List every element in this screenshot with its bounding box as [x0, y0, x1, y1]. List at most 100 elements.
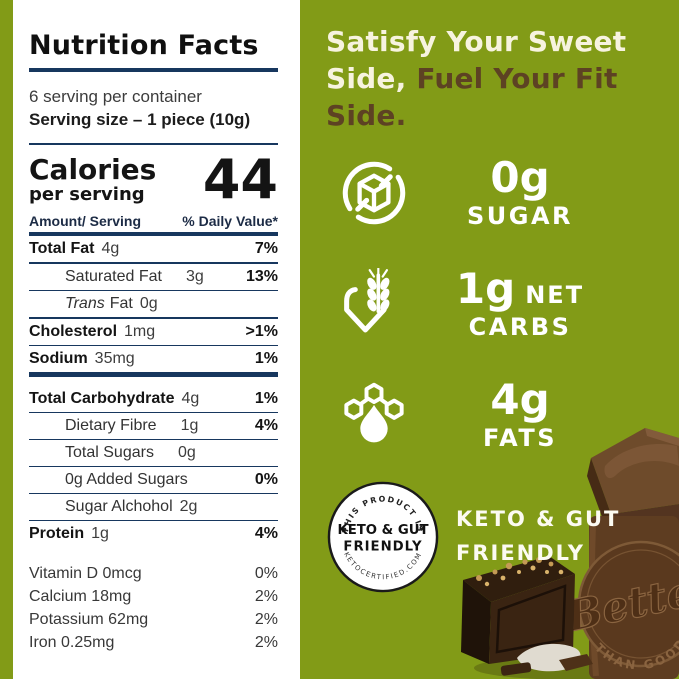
feature-text: 0g SUGAR	[440, 156, 600, 230]
chocolate-photo: Better THAN GOOD	[461, 428, 679, 679]
calories-label: Calories	[29, 152, 157, 186]
row-dv: 7%	[254, 239, 278, 257]
vitamin-dv: 2%	[254, 634, 278, 652]
marketing-panel: Satisfy Your Sweet Side, Fuel Your Fit S…	[300, 0, 679, 679]
table-row: 0g Added Sugars 0%	[29, 467, 278, 494]
feature-label: SUGAR	[466, 201, 574, 230]
row-amount: 2g	[179, 497, 198, 515]
row-dv: 4%	[254, 524, 278, 542]
row-label: Fat	[109, 294, 133, 312]
feature-value: 1g	[455, 263, 516, 313]
row-dv: 13%	[245, 267, 278, 285]
vitamin-label: Iron 0.25mg	[29, 634, 115, 652]
feature-value: 0g	[490, 152, 550, 202]
vitamins-block: Vitamin D 0mcg 0% Calcium 18mg 2% Potass…	[29, 563, 278, 655]
row-label: Total Fat	[29, 239, 95, 257]
feature-list: 0g SUGAR	[326, 156, 667, 452]
table-row: Dietary Fibre 1g 4%	[29, 413, 278, 440]
badge-caption-line1: KETO & GUT	[456, 507, 621, 532]
header-rule	[29, 232, 278, 236]
vitamin-row: Iron 0.25mg 2%	[29, 632, 278, 655]
row-label: Protein	[29, 524, 85, 542]
vitamin-dv: 2%	[254, 611, 278, 629]
feature-sugar: 0g SUGAR	[326, 156, 667, 230]
row-label: Saturated Fat	[65, 267, 162, 285]
row-amount: 4g	[101, 239, 120, 257]
vitamin-label: Vitamin D 0mcg	[29, 565, 142, 583]
vitamin-dv: 2%	[254, 588, 278, 606]
badge-caption-line2: FRIENDLY	[456, 540, 585, 565]
calories-labels: Calories per serving	[29, 152, 157, 206]
row-label-italic: Trans	[65, 294, 105, 312]
row-label: Dietary Fibre	[65, 416, 157, 434]
vitamin-row: Potassium 62mg 2%	[29, 609, 278, 632]
row-label: Sugar Alchohol	[65, 497, 173, 515]
row-label: Cholesterol	[29, 322, 118, 340]
vitamin-row: Calcium 18mg 2%	[29, 586, 278, 609]
row-dv: 1%	[254, 389, 278, 407]
vitamin-dv: 0%	[254, 565, 278, 583]
feature-label: FATS	[482, 423, 557, 452]
badge-line1: KETO & GUT	[337, 523, 428, 538]
serving-rule	[29, 142, 278, 145]
table-row: Sugar Alchohol 2g	[29, 494, 278, 521]
row-label: Total Carbohydrate	[29, 389, 175, 407]
chocolate-crunch-chunk	[461, 556, 575, 664]
feature-value-suffix: NET	[525, 280, 585, 309]
servings-per-container: 6 serving per container	[29, 87, 202, 106]
row-dv: 1%	[254, 349, 278, 367]
row-amount: 1g	[91, 524, 109, 542]
feature-value: 4g	[490, 374, 550, 424]
feature-label: CARBS	[468, 312, 572, 341]
calories-value: 44	[202, 147, 278, 211]
headline-part1: Satisfy Your Sweet Side,	[326, 25, 627, 95]
row-amount: 35mg	[94, 349, 135, 367]
table-row: Total Sugars 0g	[29, 440, 278, 467]
table-row: Trans Fat 0g	[29, 291, 278, 319]
col-daily-value: % Daily Value*	[182, 213, 278, 230]
row-amount: 0g	[139, 294, 158, 312]
headline: Satisfy Your Sweet Side, Fuel Your Fit S…	[326, 24, 656, 135]
row-label: Total Sugars	[65, 443, 154, 461]
row-amount: 1g	[180, 416, 199, 434]
net-carbs-icon	[344, 268, 390, 333]
no-sugar-icon	[342, 162, 406, 225]
feature-text: 1g NET CARBS	[440, 267, 600, 341]
calories-row: Calories per serving 44	[29, 147, 278, 211]
headline-part2: Fuel Your Fit Side.	[326, 61, 618, 132]
serving-size: Serving size – 1 piece (10g)	[29, 109, 251, 129]
keto-badge-row: THIS PRODUCT IS KETO & GUT FRIENDLY KETO…	[326, 480, 667, 594]
row-dv: 0%	[254, 470, 278, 488]
row-label: Sodium	[29, 349, 88, 367]
feature-text: 4g FATS	[440, 378, 600, 452]
table-row: Total Carbohydrate 4g 1%	[29, 386, 278, 413]
fats-icon	[344, 383, 404, 443]
col-amount-serving: Amount/ Serving	[29, 213, 142, 230]
table-row: Protein 1g 4%	[29, 521, 278, 547]
badge-line2: FRIENDLY	[343, 540, 422, 555]
row-dv: 4%	[254, 416, 278, 434]
table-row: Saturated Fat 3g 13%	[29, 264, 278, 291]
table-row: Sodium 35mg 1%	[29, 346, 278, 377]
chocolate-seal-piece: Better THAN GOOD	[561, 516, 679, 679]
row-amount: 1mg	[124, 322, 156, 340]
calories-sublabel: per serving	[29, 184, 145, 206]
table-header: Amount/ Serving % Daily Value*	[29, 213, 278, 229]
nutrition-title: Nutrition Facts	[29, 30, 259, 61]
table-row: Total Fat 4g 7%	[29, 236, 278, 264]
left-green-strip	[0, 0, 13, 679]
vitamin-row: Vitamin D 0mcg 0%	[29, 563, 278, 586]
row-amount: 0g	[177, 443, 196, 461]
badge-caption: KETO & GUT FRIENDLY	[456, 503, 620, 570]
vitamin-label: Calcium 18mg	[29, 588, 132, 606]
foil-wrapper	[500, 643, 593, 676]
vitamin-label: Potassium 62mg	[29, 611, 149, 629]
nutrition-facts-panel: Nutrition Facts 6 serving per container …	[13, 0, 300, 679]
row-amount: 4g	[181, 389, 200, 407]
table-row: Cholesterol 1mg >1%	[29, 319, 278, 346]
row-amount: 3g	[185, 267, 204, 285]
title-rule	[29, 68, 278, 72]
row-dv: >1%	[245, 322, 278, 340]
row-label: 0g Added Sugars	[65, 470, 188, 488]
